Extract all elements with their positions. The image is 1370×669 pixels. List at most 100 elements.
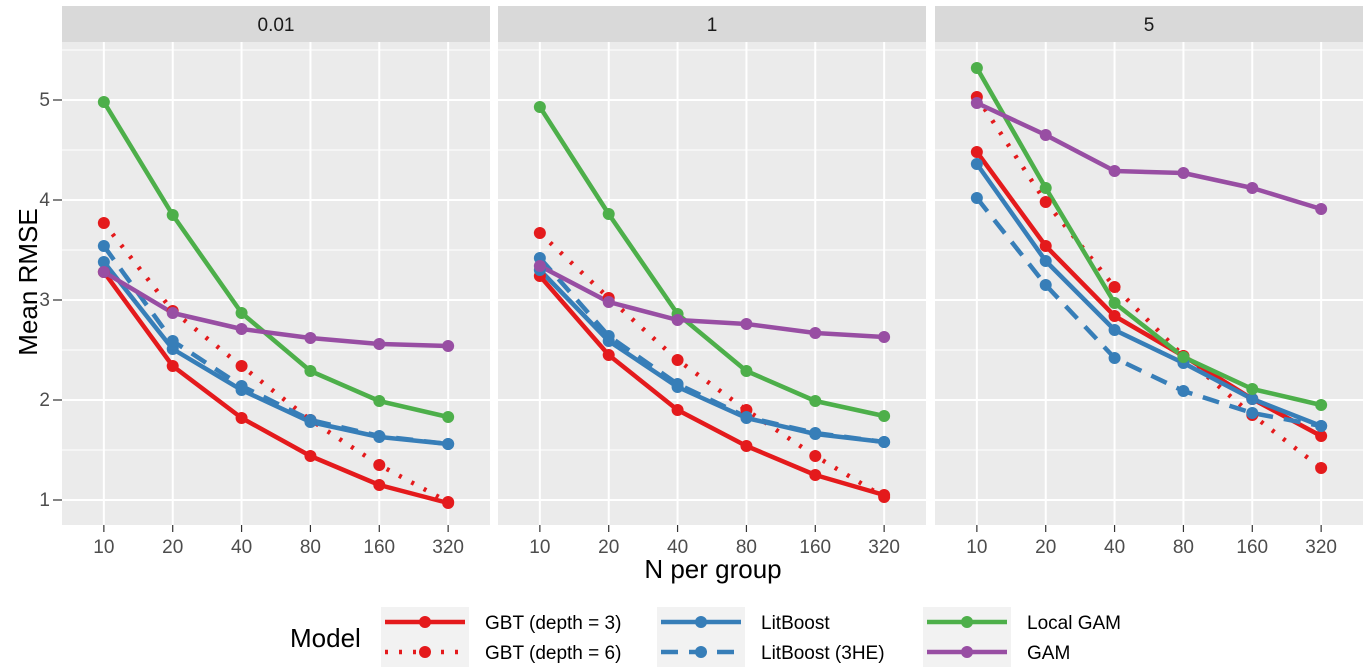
x-tick-label: 80 <box>736 537 757 558</box>
series-line-gam <box>538 264 885 340</box>
x-tick-label: 80 <box>300 537 321 558</box>
data-point <box>1108 324 1121 336</box>
data-point <box>878 491 891 503</box>
data-point <box>671 354 684 366</box>
data-point <box>304 450 317 462</box>
data-point <box>1177 167 1190 179</box>
data-point <box>442 411 455 423</box>
data-point <box>373 479 386 491</box>
legend-item: GBT (depth = 3) <box>381 607 621 637</box>
y-tick-label: 5 <box>39 90 50 111</box>
y-axis-title: Mean RMSE <box>13 208 43 355</box>
x-tick-label: 20 <box>1035 537 1056 558</box>
data-point <box>533 227 546 239</box>
legend-label: LitBoost (3HE) <box>761 643 885 664</box>
data-point <box>442 340 455 352</box>
data-point <box>1315 420 1328 432</box>
data-point <box>878 331 891 343</box>
x-tick-label: 40 <box>667 537 688 558</box>
y-tick-label: 4 <box>39 190 50 211</box>
legend-key-point <box>695 646 707 658</box>
facet-strip <box>62 6 490 42</box>
x-tick-label: 10 <box>529 537 550 558</box>
data-point <box>235 307 248 319</box>
data-point <box>602 330 615 342</box>
legend-key-point <box>419 616 431 628</box>
data-point <box>1039 240 1052 252</box>
x-tick-label: 80 <box>1173 537 1194 558</box>
facet-panels: 0.01 1 5 <box>62 6 1363 525</box>
data-point <box>740 318 753 330</box>
data-point <box>1246 407 1259 419</box>
data-point <box>373 430 386 442</box>
data-point <box>1315 462 1328 474</box>
x-tick-label: 160 <box>363 537 395 558</box>
data-point <box>1315 399 1328 411</box>
legend-key-point <box>419 646 431 658</box>
y-axis: 1 2 3 4 5 <box>39 90 62 511</box>
data-point <box>1039 196 1052 208</box>
data-point <box>671 404 684 416</box>
series-line-gbt-depth-3- <box>538 274 885 498</box>
data-point <box>602 349 615 361</box>
legend-item: LitBoost <box>657 607 830 637</box>
series-line-gam <box>102 270 449 349</box>
legend-title: Model <box>290 623 361 653</box>
x-tick-label: 320 <box>1305 537 1337 558</box>
y-tick-label: 1 <box>39 490 50 511</box>
data-point <box>809 469 822 481</box>
data-point <box>809 327 822 339</box>
legend-key-point <box>961 616 973 628</box>
data-point <box>970 97 983 109</box>
facet-strip-label: 1 <box>707 15 718 36</box>
legend-label: GAM <box>1027 643 1070 664</box>
data-point <box>304 365 317 377</box>
data-point <box>373 338 386 350</box>
data-point <box>1177 351 1190 363</box>
x-axis: 10 20 40 80 160 320 10 20 40 80 160 320 10 20 40 80 160 3… <box>93 525 1337 558</box>
data-point <box>1108 165 1121 177</box>
legend-label: Local GAM <box>1027 613 1121 634</box>
legend-item: GAM <box>923 637 1070 667</box>
data-point <box>533 260 546 272</box>
data-point <box>970 146 983 158</box>
facet-strip-label: 5 <box>1144 15 1155 36</box>
data-point <box>809 450 822 462</box>
data-point <box>1039 279 1052 291</box>
series-line-gam <box>975 100 1322 212</box>
data-point <box>740 440 753 452</box>
legend-label: GBT (depth = 6) <box>485 643 621 664</box>
facet-panel-5: 5 <box>935 6 1363 525</box>
facet-strip <box>935 6 1363 42</box>
data-point <box>166 209 179 221</box>
data-point <box>1315 203 1328 215</box>
x-tick-label: 40 <box>231 537 252 558</box>
data-point <box>1108 297 1121 309</box>
series-line-litboost-3he- <box>102 244 449 447</box>
data-point <box>1177 385 1190 397</box>
legend-item: GBT (depth = 6) <box>381 637 621 667</box>
data-point <box>97 240 110 252</box>
panel-background <box>62 42 490 525</box>
data-point <box>304 414 317 426</box>
data-point <box>1108 352 1121 364</box>
data-point <box>97 96 110 108</box>
data-point <box>166 307 179 319</box>
data-point <box>442 496 455 508</box>
series-line-local-gam <box>538 105 885 419</box>
x-tick-label: 10 <box>93 537 114 558</box>
data-point <box>442 438 455 450</box>
data-point <box>304 332 317 344</box>
legend-label: LitBoost <box>761 613 830 634</box>
data-point <box>602 208 615 220</box>
series-line-litboost <box>975 162 1322 429</box>
data-point <box>235 360 248 372</box>
data-point <box>166 360 179 372</box>
data-point <box>740 365 753 377</box>
data-point <box>373 459 386 471</box>
legend-label: GBT (depth = 3) <box>485 613 621 634</box>
data-point <box>97 217 110 229</box>
legend-item: Local GAM <box>923 607 1121 637</box>
data-point <box>235 323 248 335</box>
